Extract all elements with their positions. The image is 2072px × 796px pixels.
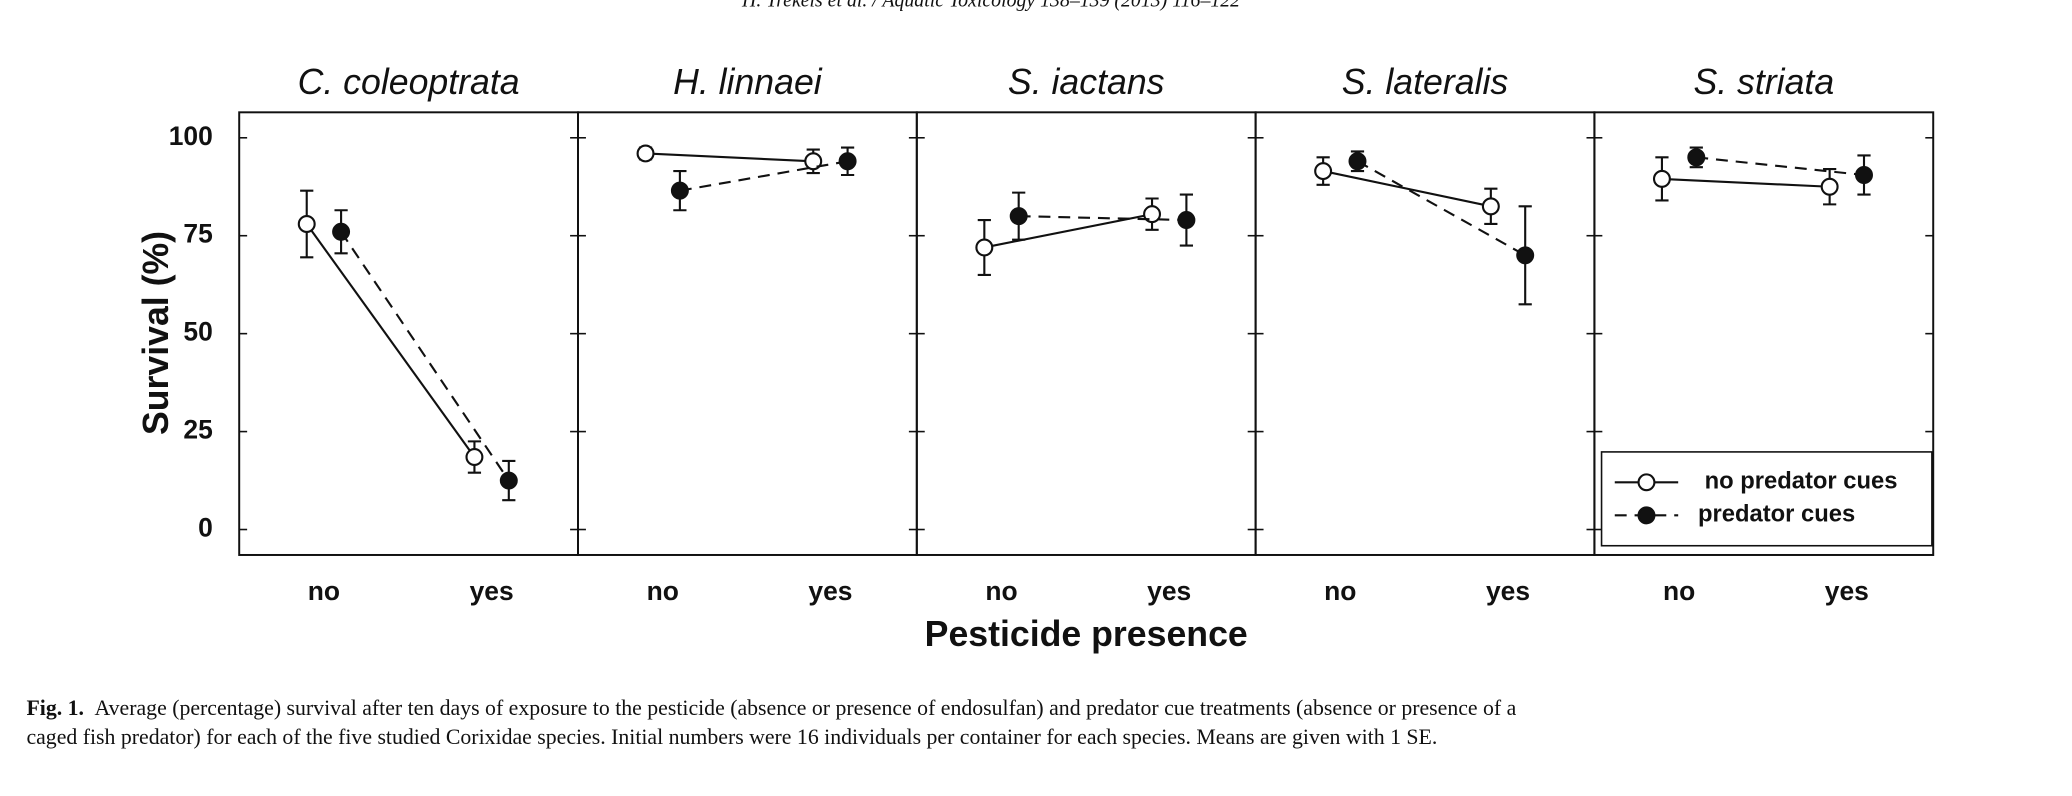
caption-line: Fig. 1. Average (percentage) survival aft… xyxy=(26,696,1516,720)
y-axis-label: Survival (%) xyxy=(136,231,176,435)
panel-frame xyxy=(915,111,1257,556)
series-line xyxy=(1018,215,1187,222)
series-line xyxy=(1696,156,1865,177)
data-point xyxy=(1855,166,1873,184)
x-tick-label: yes xyxy=(1147,576,1191,606)
running-header: H. Trekels et al. / Aquatic Toxicology 1… xyxy=(741,0,1240,12)
x-tick-label: no xyxy=(1663,576,1695,606)
caption-text: caged fish predator) for each of the fiv… xyxy=(26,725,1437,749)
panel-title: S. iactans xyxy=(1008,62,1165,102)
caption-text: Average (percentage) survival after ten … xyxy=(95,696,1517,720)
x-tick-label: no xyxy=(308,576,340,606)
y-tick-label: 0 xyxy=(198,513,213,543)
x-tick-label: yes xyxy=(1825,576,1869,606)
x-axis-label: Pesticide presence xyxy=(925,614,1248,654)
legend-label: predator cues xyxy=(1698,501,1855,528)
data-point xyxy=(838,152,857,171)
legend-marker xyxy=(1637,473,1656,492)
panel-title: S. striata xyxy=(1693,62,1834,102)
panel-frame xyxy=(1254,111,1596,556)
data-point xyxy=(1481,197,1500,216)
data-point xyxy=(1314,162,1333,181)
data-point xyxy=(1177,211,1196,230)
data-point xyxy=(499,471,518,490)
y-tick-label: 50 xyxy=(183,317,212,347)
series-line xyxy=(340,231,510,482)
x-tick-label: no xyxy=(1324,576,1356,606)
data-point xyxy=(1516,246,1535,265)
data-point xyxy=(1009,207,1028,226)
panel-title: C. coleoptrata xyxy=(298,62,520,102)
x-tick-label: no xyxy=(647,576,679,606)
series-line xyxy=(1356,160,1526,257)
x-tick-label: yes xyxy=(470,576,514,606)
series-line xyxy=(679,160,848,192)
legend-box xyxy=(1600,451,1933,547)
panel-title: H. linnaei xyxy=(673,62,823,102)
data-point xyxy=(465,448,484,467)
x-tick-label: yes xyxy=(808,576,852,606)
data-point xyxy=(975,238,994,257)
data-point xyxy=(1820,177,1839,196)
data-point xyxy=(636,144,655,163)
series-line xyxy=(305,223,476,458)
data-point xyxy=(1652,169,1671,188)
data-point xyxy=(332,222,351,241)
series-line xyxy=(1661,177,1830,188)
data-point xyxy=(1687,148,1706,167)
data-point xyxy=(297,214,316,233)
legend-label: no predator cues xyxy=(1705,468,1898,495)
x-tick-label: no xyxy=(985,576,1017,606)
y-tick-label: 75 xyxy=(183,219,212,249)
y-tick-label: 25 xyxy=(183,415,212,445)
data-point xyxy=(804,152,823,171)
x-tick-label: yes xyxy=(1486,576,1530,606)
series-line xyxy=(984,213,1153,249)
data-point xyxy=(670,181,689,200)
data-point xyxy=(1348,152,1367,171)
series-line xyxy=(1322,170,1492,208)
caption-label: Fig. 1. xyxy=(26,696,84,720)
legend-marker xyxy=(1637,506,1656,525)
panel-title: S. lateralis xyxy=(1342,62,1509,102)
series-line xyxy=(645,152,814,163)
y-tick-label: 100 xyxy=(169,121,213,151)
